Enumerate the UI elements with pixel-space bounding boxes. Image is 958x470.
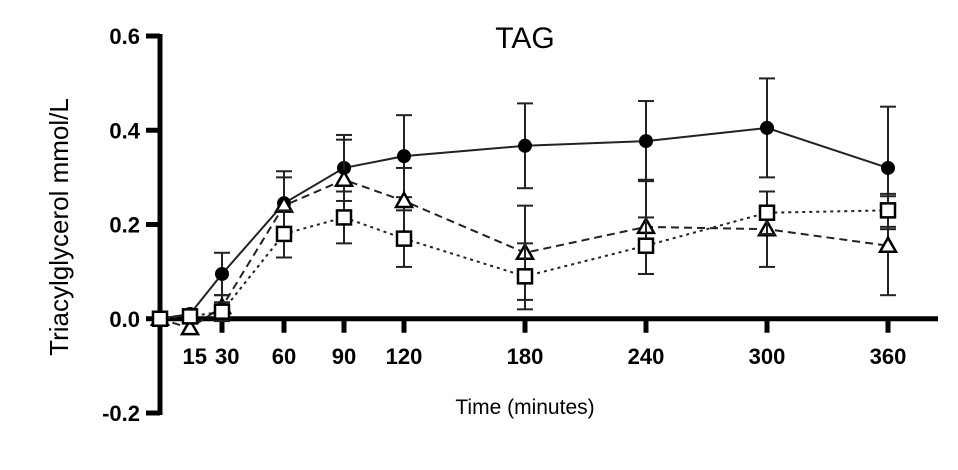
data-point (518, 138, 532, 153)
data-point (397, 149, 411, 164)
y-axis-label: Triacylglycerol mmol/L (44, 98, 74, 356)
data-point (395, 230, 413, 247)
chart-title: TAG (495, 22, 554, 55)
data-point (215, 266, 229, 281)
x-tick-label: 120 (386, 344, 423, 369)
data-point (181, 308, 199, 325)
x-tick-label: 90 (332, 344, 356, 369)
y-tick-label: 0.4 (109, 118, 140, 143)
data-point (639, 134, 653, 149)
x-tick-label: 240 (628, 344, 665, 369)
y-tick-label: 0.2 (109, 213, 140, 238)
series-line (159, 126, 889, 320)
data-point (879, 202, 897, 219)
y-tick-label: -0.2 (102, 401, 140, 426)
y-tick-label: 0.6 (109, 24, 140, 49)
x-tick-label: 360 (870, 344, 907, 369)
plot-area (149, 77, 899, 336)
x-tick-label: 300 (749, 344, 786, 369)
axes: -0.2 0.0 0.2 0.4 0.6 15 30 60 90 120 180 240 300 360 (102, 24, 938, 426)
data-point (275, 225, 293, 243)
data-point (179, 317, 201, 336)
data-point (393, 190, 415, 209)
x-tick-label: 180 (507, 344, 544, 369)
data-point (758, 204, 776, 221)
x-tick-label: 60 (272, 344, 296, 369)
data-point (335, 209, 353, 226)
data-point (881, 160, 895, 175)
data-point (516, 268, 534, 285)
data-point (151, 310, 169, 327)
data-point (213, 303, 231, 320)
data-point (333, 169, 355, 187)
series-2 (151, 190, 897, 327)
x-axis-label: Time (minutes) (455, 396, 594, 419)
y-tick-label: 0.0 (109, 307, 140, 332)
data-point (637, 237, 655, 254)
data-point (877, 235, 899, 253)
x-tick-label: 30 (215, 344, 239, 369)
data-point (760, 120, 774, 135)
x-tick-label: 15 (183, 344, 207, 369)
series-line (159, 209, 889, 320)
